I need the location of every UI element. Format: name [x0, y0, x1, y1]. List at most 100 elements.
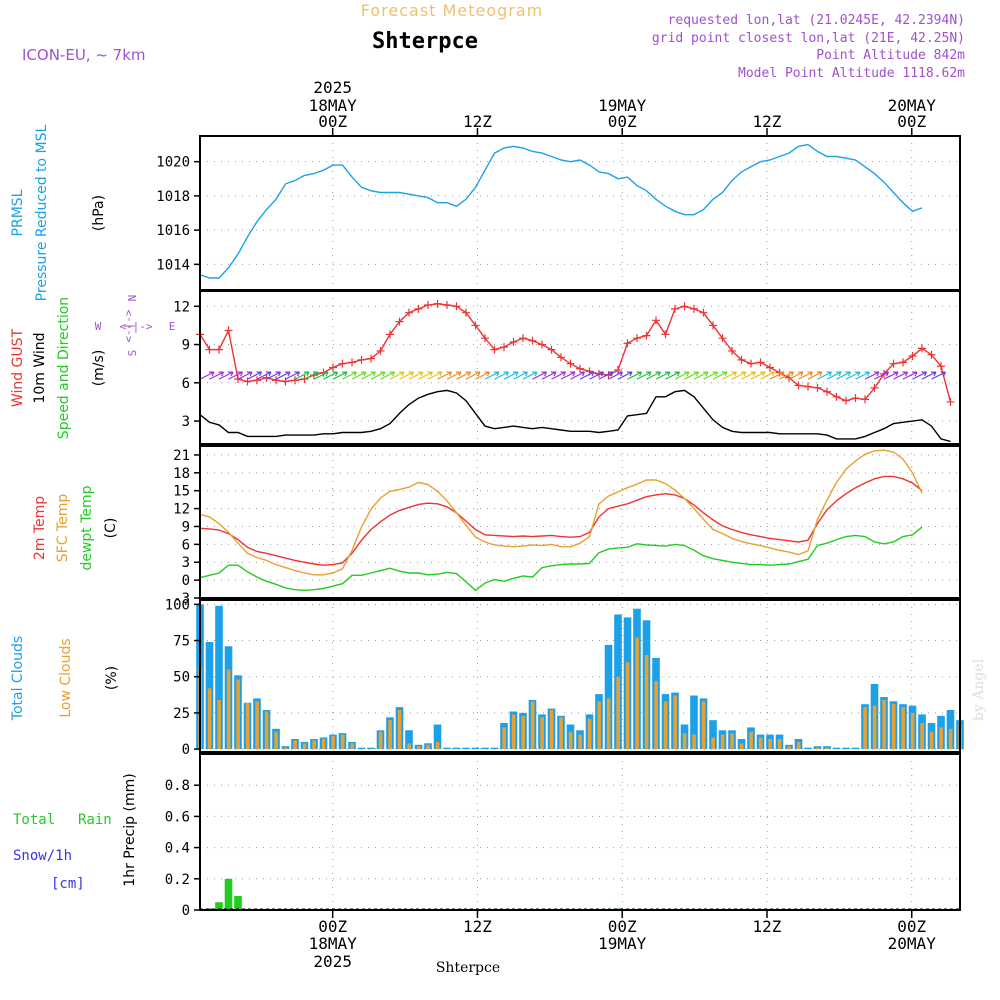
grid-point-coords: grid point closest lon,lat (21E, 42.25N): [652, 31, 965, 46]
low-clouds-bar: [578, 734, 582, 750]
y-tick-label: 12: [173, 502, 190, 518]
wind-arrow: [199, 371, 215, 380]
gust-point: [528, 336, 537, 345]
wind-arrow: [636, 371, 652, 380]
bottom-date-label: 18MAY: [309, 934, 358, 953]
compass-w: W: [95, 320, 102, 333]
gust-point: [690, 304, 698, 313]
panel-frame-precip: [199, 753, 961, 911]
low-clouds-bar: [236, 679, 240, 750]
total-clouds-bar: [842, 747, 850, 750]
low-clouds-bar: [587, 718, 592, 750]
t2m-label: 2m Temp: [32, 496, 48, 560]
frame-layer: [199, 135, 961, 911]
wind-arrow: [522, 371, 538, 380]
compass-vertical: <-|->: [122, 309, 135, 342]
total-clouds-bar: [433, 724, 442, 750]
y-tick-label: 100: [165, 597, 190, 613]
wind-arrow: [693, 371, 709, 380]
bottom-time-label: 12Z: [463, 917, 492, 936]
panel-frame-wind: [199, 290, 961, 445]
gust-point: [205, 345, 214, 354]
wind-arrow: [788, 371, 804, 380]
low-clouds-bar: [654, 681, 658, 750]
gust-point: [509, 338, 518, 346]
total-clouds-bar: [690, 695, 698, 750]
gust-point: [329, 363, 337, 372]
wind-arrow: [712, 371, 728, 380]
gust-label: Wind GUST: [10, 328, 26, 407]
wind-arrow: [845, 371, 861, 380]
gust-point: [908, 352, 917, 361]
low-clouds-bar: [378, 731, 383, 750]
rain-bar: [234, 896, 242, 910]
gust-point: [291, 376, 299, 385]
gust-point: [842, 396, 850, 405]
gust-point: [633, 334, 641, 343]
prmsl-label: PRMSL: [10, 189, 26, 236]
low-clouds-bar: [549, 710, 554, 750]
pressure-unit: (hPa): [91, 195, 107, 231]
wind-arrow: [237, 371, 253, 380]
low-clouds-bar: [825, 747, 829, 750]
gust-point: [927, 350, 936, 359]
wind-arrow: [826, 371, 842, 380]
low-clouds-bar: [882, 699, 886, 750]
gust-point: [718, 334, 727, 343]
axes-layer: 101410161018102036912-303691215182102550…: [156, 78, 936, 971]
y-tick-label: 75: [173, 634, 190, 650]
wind-compass: N S W E <-|-> <-|->: [95, 295, 176, 357]
gust-point: [576, 364, 584, 373]
total-clouds-bar: [851, 747, 860, 750]
wind-arrow: [446, 371, 462, 380]
gust-point: [433, 299, 442, 308]
wind-arrow: [427, 371, 443, 380]
low-clouds-bar: [701, 701, 706, 750]
low-clouds-bar: [264, 711, 269, 750]
y-tick-label: 0: [182, 742, 190, 758]
panel-frame-temperature: [199, 445, 961, 599]
low-clouds-bar: [920, 723, 924, 750]
gust-point: [481, 334, 489, 343]
wind-arrow: [285, 371, 301, 380]
total-clouds-bar: [405, 730, 413, 750]
grid-layer: [200, 136, 960, 911]
gust-point: [224, 326, 233, 335]
gust-point: [861, 395, 869, 404]
wind-arrow: [560, 371, 576, 380]
data-layer: [196, 143, 964, 910]
low-clouds-bar: [625, 662, 630, 750]
low-clouds-bar: [293, 740, 297, 750]
wind-arrow: [323, 371, 339, 380]
gust-point: [870, 383, 879, 392]
requested-coords: requested lon,lat (21.0245E, 42.2394N): [668, 13, 965, 28]
dewpt-label: dewpt Temp: [79, 485, 95, 570]
bottom-time-label: 00Z: [608, 917, 637, 936]
low-clouds-bar: [682, 733, 687, 750]
wind-arrow: [760, 371, 776, 380]
wind-arrow: [218, 371, 234, 380]
y-tick-label: 0.8: [165, 778, 190, 794]
wind-arrow: [627, 371, 643, 380]
gust-point: [709, 321, 717, 330]
low-clouds-bar: [283, 747, 288, 750]
gust-point: [728, 346, 736, 355]
bottom-date-label: 19MAY: [598, 934, 647, 953]
total-clouds-bar: [490, 747, 499, 750]
top-year-label: 2025: [313, 78, 352, 97]
footer-station: Shterpce: [436, 960, 500, 976]
total-clouds-bar: [281, 746, 290, 750]
low-clouds-bar: [673, 695, 677, 750]
gust-point: [823, 387, 831, 396]
low-clouds-bar: [502, 727, 506, 750]
gust-point: [946, 397, 955, 406]
low-clouds-bar: [521, 715, 525, 750]
total-clouds-bar: [462, 747, 470, 750]
pressure-labels: PRMSL Pressure Reduced to MSL (hPa): [10, 124, 107, 301]
total-clouds-bar: [357, 747, 366, 750]
top-time-label: 00Z: [897, 112, 926, 131]
wind-unit: (m/s): [91, 350, 107, 387]
gust-point: [414, 304, 423, 313]
top-time-label: 00Z: [318, 112, 347, 131]
low-clouds-bar: [929, 731, 934, 750]
